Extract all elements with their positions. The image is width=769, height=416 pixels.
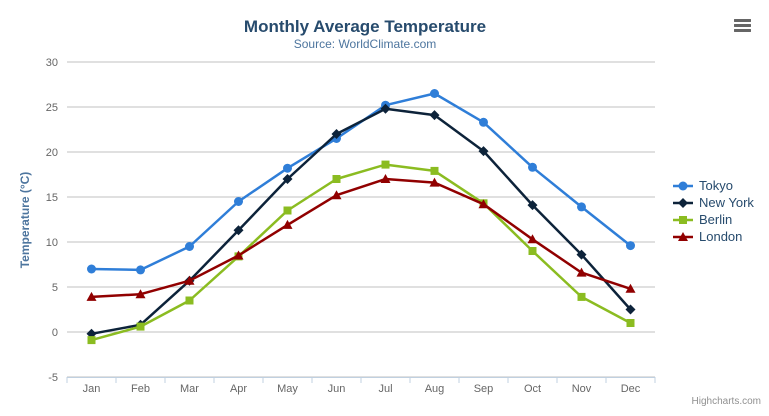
point-london-sep[interactable] <box>478 199 489 209</box>
credits-link[interactable]: Highcharts.com <box>691 396 761 407</box>
point-berlin-nov[interactable] <box>577 292 586 301</box>
point-london-oct[interactable] <box>527 234 538 244</box>
legend-marker-circle-icon <box>673 181 693 190</box>
x-axis-label: Apr <box>230 383 247 395</box>
legend-label: London <box>699 229 743 244</box>
point-london-jun[interactable] <box>331 190 342 200</box>
point-new-york-dec[interactable] <box>625 304 636 315</box>
series-line-london[interactable] <box>90 177 632 299</box>
point-new-york-jul[interactable] <box>380 103 391 114</box>
series-london[interactable] <box>86 174 636 301</box>
hamburger-menu-icon <box>734 28 751 32</box>
x-axis-label: May <box>277 383 298 395</box>
legend-marker-shape[interactable] <box>678 231 688 241</box>
point-london-aug[interactable] <box>429 177 440 187</box>
x-axis-label: Oct <box>524 383 541 395</box>
legend-label: Berlin <box>699 212 733 227</box>
series-tokyo[interactable] <box>87 89 635 275</box>
x-axis: Jan Feb Mar Apr May Jun Jul Aug Sep Oct Nov Dec <box>66 377 656 395</box>
point-tokyo-nov[interactable] <box>577 202 586 212</box>
x-axis-label: Jul <box>378 383 392 395</box>
hamburger-menu-icon <box>734 23 751 27</box>
point-new-york-apr[interactable] <box>233 225 244 236</box>
point-berlin-dec[interactable] <box>626 319 635 327</box>
point-london-apr[interactable] <box>233 250 244 260</box>
x-axis-label: Aug <box>425 383 445 395</box>
point-tokyo-may[interactable] <box>283 163 292 173</box>
legend-marker-shape[interactable] <box>678 181 688 190</box>
legend-item-berlin[interactable]: Berlin <box>672 211 754 228</box>
point-berlin-jul[interactable] <box>381 160 390 169</box>
point-tokyo-sep[interactable] <box>479 117 488 127</box>
legend-marker-diamond-icon <box>673 197 693 208</box>
legend: Tokyo New York Berlin London <box>672 177 754 245</box>
point-berlin-aug[interactable] <box>430 166 439 175</box>
point-tokyo-oct[interactable] <box>528 162 537 172</box>
point-berlin-jun[interactable] <box>332 175 341 183</box>
x-axis-label: Mar <box>180 383 199 395</box>
point-berlin-oct[interactable] <box>528 247 537 255</box>
point-london-mar[interactable] <box>184 275 195 285</box>
point-london-feb[interactable] <box>135 289 146 299</box>
point-berlin-may[interactable] <box>283 206 292 215</box>
point-tokyo-jan[interactable] <box>87 264 96 274</box>
legend-marker-square-icon <box>673 215 693 224</box>
point-london-nov[interactable] <box>576 267 587 277</box>
legend-label: New York <box>699 195 754 210</box>
point-london-jan[interactable] <box>86 291 97 301</box>
y-axis-label: 25 <box>46 102 58 114</box>
grid-lines: 30 25 20 15 10 5 0 -5 <box>46 57 655 384</box>
x-axis-label: Jun <box>328 383 346 395</box>
point-berlin-mar[interactable] <box>185 296 194 305</box>
point-tokyo-feb[interactable] <box>136 265 145 275</box>
x-axis-label: Sep <box>474 383 494 395</box>
point-tokyo-mar[interactable] <box>185 242 194 251</box>
series-new-york[interactable] <box>86 103 636 339</box>
x-axis-label: Feb <box>131 383 150 395</box>
point-tokyo-dec[interactable] <box>626 241 635 251</box>
y-axis-label: 30 <box>46 57 58 69</box>
point-new-york-jun[interactable] <box>331 129 342 139</box>
y-axis-label: -5 <box>48 372 58 384</box>
point-tokyo-apr[interactable] <box>234 197 243 206</box>
x-axis-label: Nov <box>572 383 592 395</box>
legend-marker-triangle-icon <box>673 231 693 241</box>
point-berlin-feb[interactable] <box>136 322 145 331</box>
point-new-york-sep[interactable] <box>478 146 489 157</box>
point-new-york-nov[interactable] <box>576 249 587 260</box>
chart-title: Monthly Average Temperature <box>243 17 487 36</box>
export-context-menu-button[interactable] <box>734 16 754 34</box>
point-tokyo-aug[interactable] <box>430 89 439 98</box>
legend-item-tokyo[interactable]: Tokyo <box>672 177 754 194</box>
point-new-york-aug[interactable] <box>429 110 440 121</box>
y-axis-label: 5 <box>52 282 58 294</box>
y-axis-title: Temperature (°C) <box>18 171 32 269</box>
point-london-may[interactable] <box>282 219 293 229</box>
point-london-dec[interactable] <box>625 283 636 293</box>
chart-subtitle: Source: WorldClimate.com <box>293 37 437 51</box>
point-new-york-may[interactable] <box>282 174 293 184</box>
y-axis-label: 10 <box>46 237 58 249</box>
x-axis-label: Jan <box>83 383 101 395</box>
x-axis-label: Dec <box>621 383 641 395</box>
legend-item-london[interactable]: London <box>672 228 754 245</box>
point-london-jul[interactable] <box>380 174 391 183</box>
series-line-berlin[interactable] <box>90 163 632 342</box>
legend-label: Tokyo <box>699 178 733 193</box>
legend-item-new-york[interactable]: New York <box>672 194 754 211</box>
legend-marker-shape[interactable] <box>679 215 687 224</box>
hamburger-menu-icon <box>734 18 751 22</box>
y-axis-label: 15 <box>46 192 58 204</box>
legend-marker-shape[interactable] <box>678 197 688 208</box>
y-axis-label: 0 <box>52 327 58 339</box>
point-berlin-jan[interactable] <box>87 336 96 345</box>
y-axis-label: 20 <box>46 147 58 159</box>
point-new-york-oct[interactable] <box>527 200 538 211</box>
series-line-new-york[interactable] <box>90 107 632 336</box>
series-line-tokyo[interactable] <box>90 92 632 272</box>
